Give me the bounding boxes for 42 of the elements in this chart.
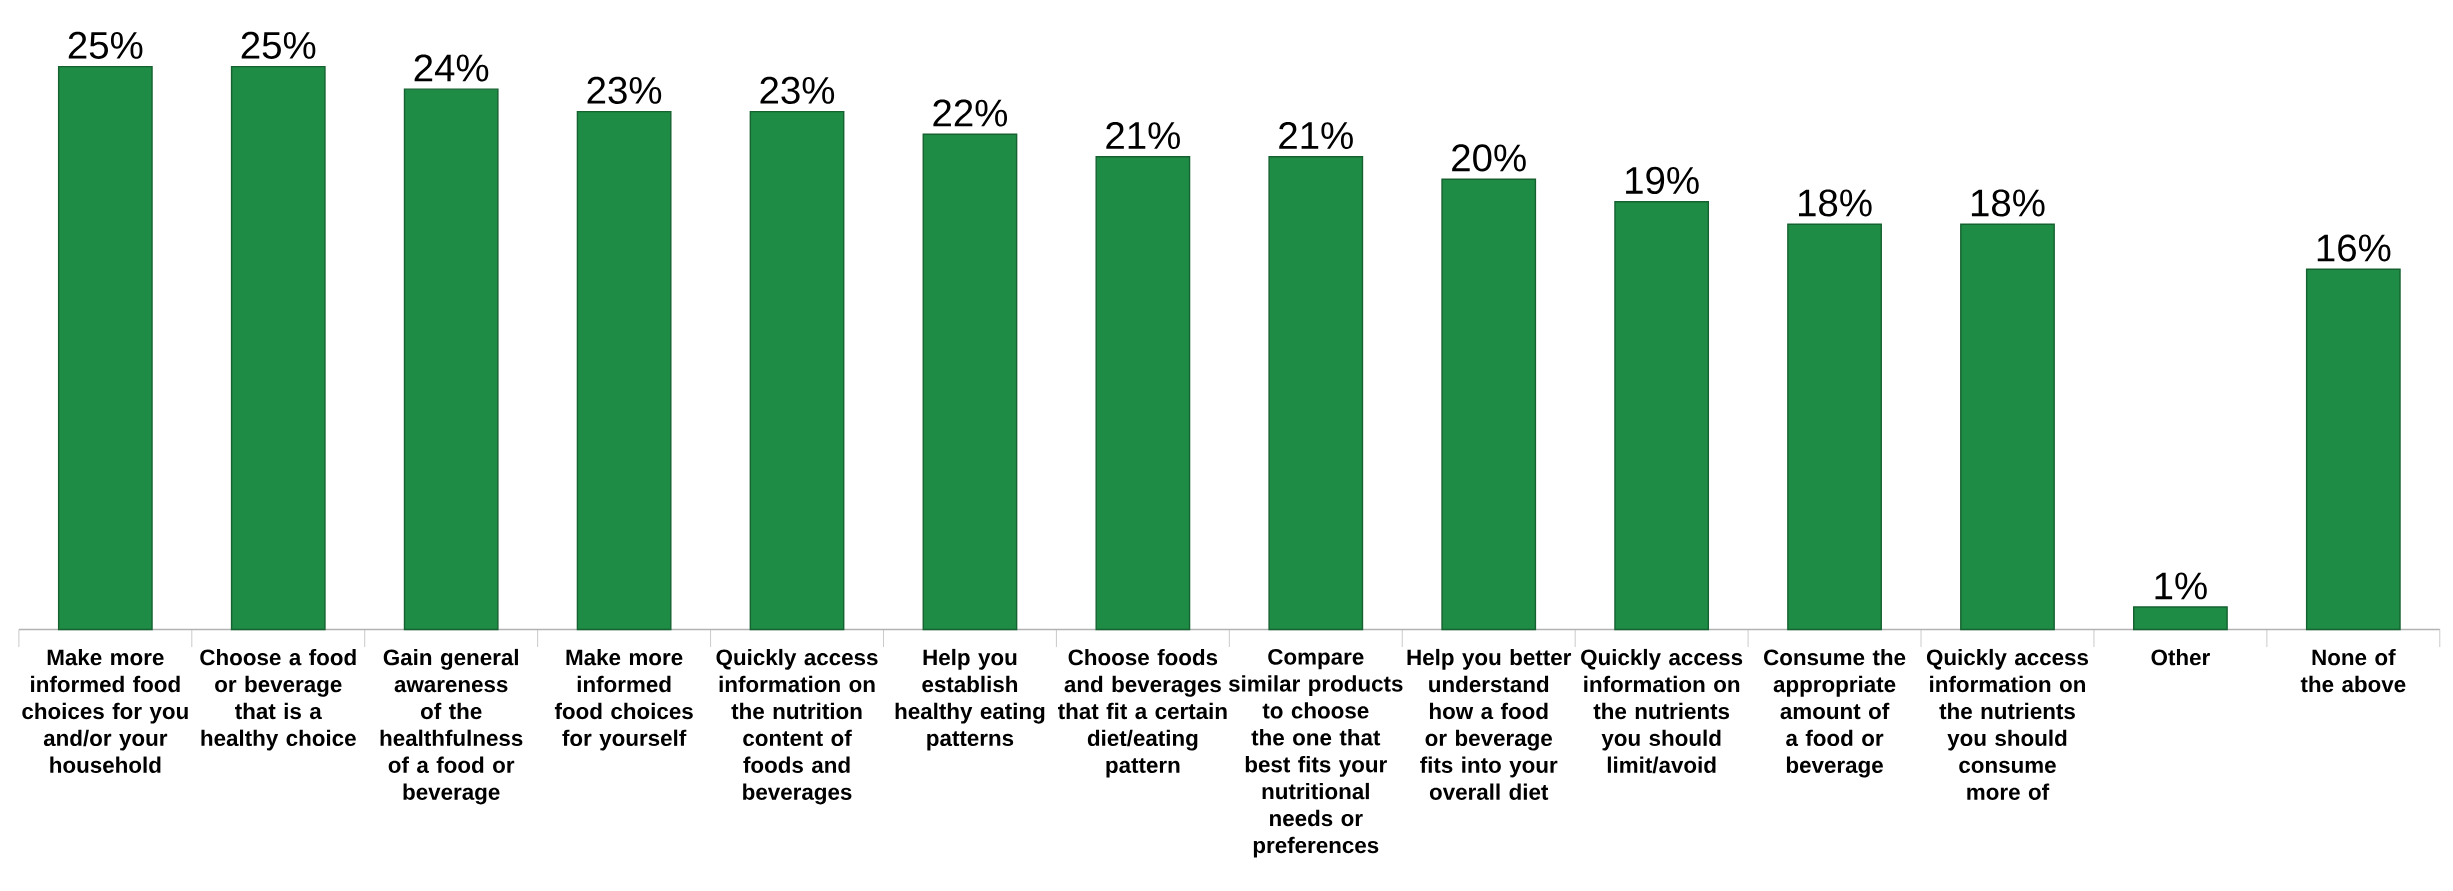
x-tick-label: Quickly access information on the nutrients you should consume more of — [1926, 648, 2088, 800]
x-tick-label: Quickly access information on the nutrients you should limit/avoid — [1581, 648, 1743, 774]
data-label: 18% — [1971, 189, 2045, 217]
bar — [403, 88, 499, 631]
x-tick-label: Gain general awareness of the healthfulness of a food or beverage — [380, 648, 523, 805]
x-tick-label: Quickly access information on the nutrition content of foods and beverages — [716, 648, 878, 805]
bar — [1960, 223, 2055, 631]
data-label: 21% — [1106, 121, 1180, 149]
data-label: 22% — [933, 99, 1008, 127]
x-tick-label: Make more informed food choices for you and/or your household — [22, 648, 188, 773]
data-label: 1% — [2155, 572, 2207, 600]
x-tick-label: Help you establish healthy eating patterns — [895, 648, 1045, 751]
data-label: 23% — [587, 76, 662, 104]
x-tick-label: Consume the appropriate amount of a food or beverage — [1764, 648, 1906, 778]
bar — [2305, 268, 2401, 631]
data-label: 23% — [760, 76, 835, 104]
x-tick-label: Other — [2151, 648, 2210, 666]
x-tick-label: Choose a food or beverage that is a healthy choice — [200, 648, 356, 751]
bar — [1441, 178, 1537, 631]
data-label: 20% — [1452, 144, 1526, 172]
data-label: 25% — [68, 31, 143, 59]
bar — [1268, 155, 1364, 631]
x-tick-label: None of the above — [2300, 648, 2406, 693]
bar — [1095, 155, 1191, 631]
bar — [2133, 606, 2228, 631]
x-tick-label: Make more informed food choices for yourself — [554, 648, 693, 751]
bar — [1787, 223, 1882, 631]
bar — [576, 110, 672, 631]
bar — [57, 65, 153, 631]
data-label: 21% — [1279, 121, 1353, 149]
bar — [749, 110, 845, 631]
data-label: 25% — [241, 31, 316, 59]
x-tick-label: Choose foods and beverages that fit a certain diet/eating pattern — [1057, 648, 1227, 778]
data-label: 16% — [2317, 234, 2391, 262]
bar — [1614, 200, 1710, 631]
data-label: 18% — [1798, 189, 1872, 217]
bar — [922, 133, 1018, 631]
data-label: 19% — [1626, 166, 1699, 194]
x-tick-label: Compare similar products to choose the one that best fits your nutritional needs or preferences — [1228, 648, 1403, 858]
x-tick-label: Help you better understand how a food or beverage fits into your overall diet — [1407, 648, 1572, 800]
bar — [230, 65, 326, 631]
data-label: 24% — [414, 54, 489, 82]
